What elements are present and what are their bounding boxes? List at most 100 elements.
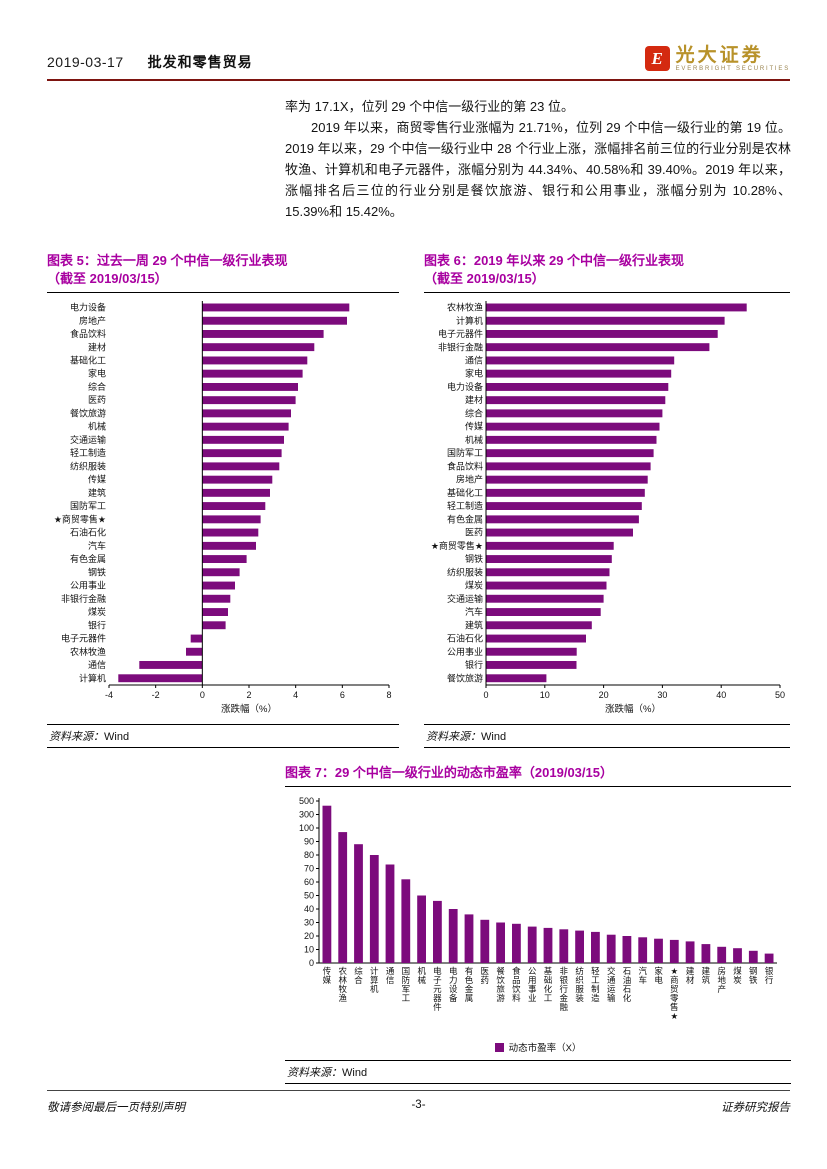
svg-text:电子元器件: 电子元器件 xyxy=(433,966,442,1012)
svg-text:钢铁: 钢铁 xyxy=(749,966,758,985)
brand-text: 光大证券 EVERBRIGHT SECURITIES xyxy=(676,46,790,72)
svg-text:500: 500 xyxy=(299,796,314,806)
svg-text:交通运输: 交通运输 xyxy=(70,434,106,445)
svg-text:基础化工: 基础化工 xyxy=(544,966,553,1003)
svg-text:建筑: 建筑 xyxy=(465,620,483,631)
svg-text:40: 40 xyxy=(716,690,726,700)
svg-text:轻工制造: 轻工制造 xyxy=(70,448,106,459)
svg-text:★商贸零售★: ★商贸零售★ xyxy=(431,540,483,551)
figure-7: 图表 7：29 个中信一级行业的动态市盈率（2019/03/15） 0 10 20 3… xyxy=(285,764,791,1085)
svg-text:综合: 综合 xyxy=(465,408,483,419)
svg-text:综合: 综合 xyxy=(354,966,363,985)
svg-text:电子元器件: 电子元器件 xyxy=(61,633,106,644)
svg-text:石油石化: 石油石化 xyxy=(623,966,632,1003)
svg-text:4: 4 xyxy=(293,690,298,700)
figure-5: 图表 5：过去一周 29 个中信一级行业表现 （截至 2019/03/15） 电… xyxy=(47,252,399,749)
brand-subtitle: EVERBRIGHT SECURITIES xyxy=(675,65,790,72)
svg-text:国防军工: 国防军工 xyxy=(402,966,411,1003)
figure-7-legend: 动态市盈率（X） xyxy=(285,1040,791,1054)
svg-text:建筑: 建筑 xyxy=(702,966,711,985)
svg-text:90: 90 xyxy=(304,837,314,847)
svg-text:0: 0 xyxy=(309,958,314,968)
svg-text:计算机: 计算机 xyxy=(456,315,483,326)
svg-text:煤炭: 煤炭 xyxy=(465,580,483,591)
svg-text:★商贸零售★: ★商贸零售★ xyxy=(670,966,679,1021)
report-category: 批发和零售贸易 xyxy=(147,53,253,70)
svg-text:30: 30 xyxy=(304,918,314,928)
svg-text:国防军工: 国防军工 xyxy=(447,448,483,459)
svg-text:汽车: 汽车 xyxy=(465,606,483,617)
figure-6-title: 图表 6：2019 年以来 29 个中信一级行业表现 （截至 2019/03/1… xyxy=(424,252,790,294)
svg-text:交通运输: 交通运输 xyxy=(607,966,616,1003)
svg-text:30: 30 xyxy=(657,690,667,700)
svg-text:电子元器件: 电子元器件 xyxy=(438,328,483,339)
everbright-logo-icon: E xyxy=(644,46,670,72)
svg-text:煤炭: 煤炭 xyxy=(733,966,742,985)
svg-text:公用事业: 公用事业 xyxy=(528,966,537,1003)
svg-text:医药: 医药 xyxy=(481,966,490,985)
dynamic-pe-bar-chart: 0 10 20 30 40 50 60 70 80 90 100 300 500 传媒农林牧渔综合计算机通… xyxy=(299,796,777,1021)
svg-text:计算机: 计算机 xyxy=(79,673,106,684)
source-label: 资料来源： xyxy=(426,731,481,744)
brand-name: 光大证券 xyxy=(675,45,764,66)
svg-text:综合: 综合 xyxy=(88,381,106,392)
svg-text:建筑: 建筑 xyxy=(88,487,106,498)
svg-text:机械: 机械 xyxy=(88,421,106,432)
svg-text:电力设备: 电力设备 xyxy=(449,966,458,1003)
svg-text:计算机: 计算机 xyxy=(370,966,379,994)
svg-text:家电: 家电 xyxy=(88,368,106,379)
legend-swatch xyxy=(494,1042,504,1052)
figure-6-source: 资料来源：Wind xyxy=(424,724,790,749)
svg-text:6: 6 xyxy=(340,690,345,700)
footer-report-type: 证券研究报告 xyxy=(721,1102,791,1114)
figure-5-title: 图表 5：过去一周 29 个中信一级行业表现 （截至 2019/03/15） xyxy=(47,252,399,294)
svg-text:交通运输: 交通运输 xyxy=(447,593,483,604)
svg-text:餐饮旅游: 餐饮旅游 xyxy=(447,673,483,684)
svg-text:通信: 通信 xyxy=(88,659,106,670)
source-value: Wind xyxy=(481,731,507,744)
svg-text:公用事业: 公用事业 xyxy=(70,580,106,591)
svg-text:50: 50 xyxy=(775,690,785,700)
ytd-industry-bar-chart: 农林牧渔计算机电子元器件非银行金融通信家电电力设备建材综合传媒机械国防军工食品饮… xyxy=(431,301,785,715)
svg-text:10: 10 xyxy=(540,690,550,700)
figure-7-chart-area: 0 10 20 30 40 50 60 70 80 90 100 300 500 传媒 农林牧渔 综合 计算机通… xyxy=(285,787,791,1054)
report-body: 率为 17.1X，位列 29 个中信一级行业的第 23 位。 2019 年以来，… xyxy=(285,96,791,222)
report-date: 2019-03-17 xyxy=(47,53,124,70)
svg-text:非银行金融: 非银行金融 xyxy=(560,966,569,1012)
page-number: -3- xyxy=(411,1099,426,1111)
figure-5-source: 资料来源：Wind xyxy=(47,724,399,749)
svg-text:医药: 医药 xyxy=(88,396,106,406)
footer-disclaimer: 敬请参阅最后一页特别声明 xyxy=(47,1102,185,1114)
svg-text:通信: 通信 xyxy=(386,966,395,985)
svg-text:2: 2 xyxy=(246,690,251,700)
svg-text:40: 40 xyxy=(304,904,314,914)
svg-text:非银行金融: 非银行金融 xyxy=(438,342,483,353)
figure-5-title-line2: （截至 2019/03/15） xyxy=(47,271,168,287)
svg-text:60: 60 xyxy=(304,877,314,887)
svg-text:医药: 医药 xyxy=(465,528,483,538)
svg-text:房地产: 房地产 xyxy=(456,474,483,485)
svg-text:石油石化: 石油石化 xyxy=(447,633,483,644)
page-footer: 敬请参阅最后一页特别声明 -3- 证券研究报告 xyxy=(47,1090,790,1115)
svg-text:餐饮旅游: 餐饮旅游 xyxy=(496,966,505,1003)
svg-text:50: 50 xyxy=(304,891,314,901)
svg-text:建材: 建材 xyxy=(88,342,106,353)
svg-text:0: 0 xyxy=(483,690,488,700)
svg-text:农林牧渔: 农林牧渔 xyxy=(447,302,483,313)
svg-text:传媒: 传媒 xyxy=(323,966,332,985)
brand-logo: E 光大证券 EVERBRIGHT SECURITIES xyxy=(644,46,790,72)
svg-text:电力设备: 电力设备 xyxy=(70,302,106,313)
svg-text:公用事业: 公用事业 xyxy=(447,646,483,657)
body-paragraph-1: 率为 17.1X，位列 29 个中信一级行业的第 23 位。 xyxy=(285,99,574,114)
svg-text:纺织服装: 纺织服装 xyxy=(70,461,106,472)
figure-7-title: 图表 7：29 个中信一级行业的动态市盈率（2019/03/15） xyxy=(285,764,791,788)
svg-text:100: 100 xyxy=(299,823,314,833)
figure-5-chart-area: 电力设备 房地产 食品饮料 建材 基础化工 家电 综合 医药 餐饮旅游 机械 交通运输 轻工制造 纺织服… xyxy=(47,293,399,722)
svg-text:钢铁: 钢铁 xyxy=(88,567,106,578)
svg-text:有色金属: 有色金属 xyxy=(447,514,483,525)
svg-text:基础化工: 基础化工 xyxy=(447,487,483,498)
figure-6: 图表 6：2019 年以来 29 个中信一级行业表现 （截至 2019/03/1… xyxy=(424,252,790,749)
svg-text:食品饮料: 食品饮料 xyxy=(70,328,106,339)
svg-text:轻工制造: 轻工制造 xyxy=(591,966,600,1003)
weekly-industry-bar-chart: 电力设备房地产食品饮料建材基础化工家电综合医药餐饮旅游机械交通运输轻工制造纺织服… xyxy=(54,301,392,715)
